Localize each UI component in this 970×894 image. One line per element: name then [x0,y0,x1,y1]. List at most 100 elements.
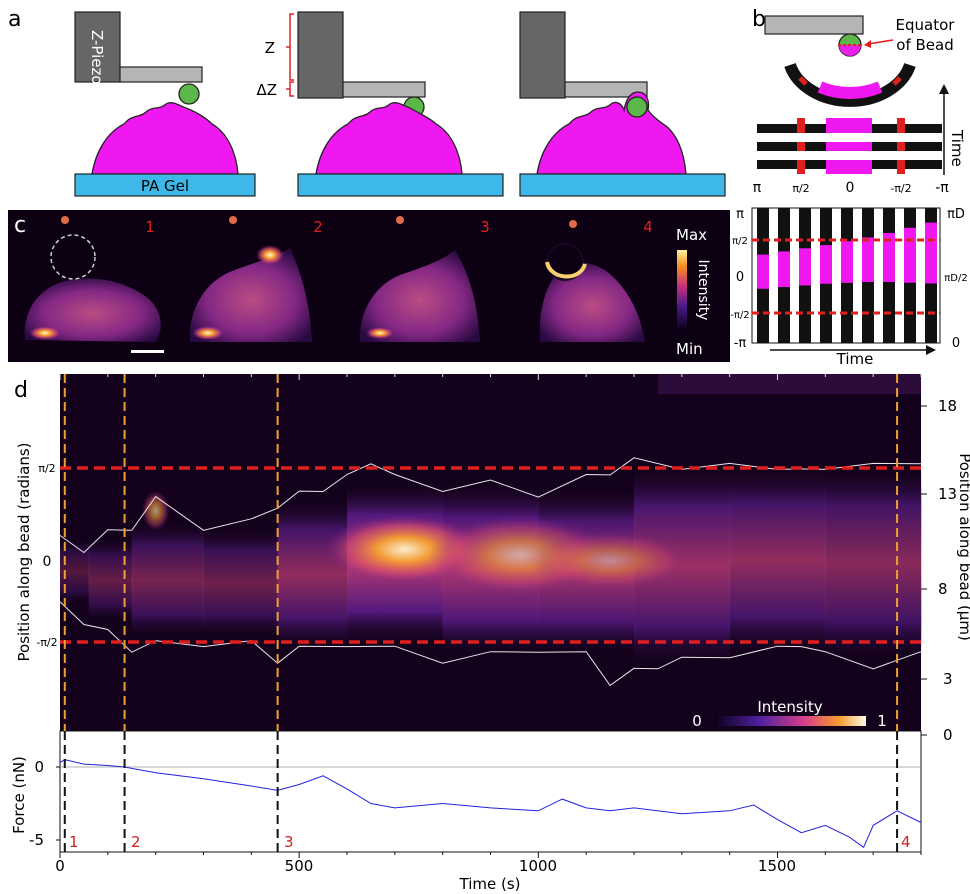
force-plot [59,730,922,853]
kymo-tick: πD [947,207,965,222]
kymo-time-arrow-head [926,345,936,355]
cell-image [539,262,645,342]
kymo-band [277,499,348,650]
frame-number: 2 [313,218,323,236]
force-axis-label: Force (nN) [10,756,28,834]
kymo-tick: -π/2 [730,310,749,321]
strip-gap [757,133,942,142]
pa-gel [297,173,504,197]
right-tick-label: 8 [938,580,948,598]
angle-ticks: π π/2 0 -π/2 -π [753,180,950,196]
event-label: 1 [69,833,79,851]
event-labels: 1 2 3 4 [69,833,911,851]
cell-image [24,278,161,342]
schematic-kymograph: π π/2 0 -π/2 -π πD πD/2 0 Time [730,207,967,368]
cell [315,102,463,175]
afm-scene-2: Z ΔZ [256,11,504,197]
kymo-tick: π [736,207,744,222]
pa-gel [74,173,256,197]
strip-stack [757,118,942,174]
strip-coating [826,118,872,174]
strip-coating [817,81,883,99]
angle-tick: 0 [846,180,855,196]
hot-region [141,490,170,531]
bead-spot [229,216,237,224]
kymo-column-coating [841,241,853,283]
x-tick-label: 1000 [519,857,557,875]
afm-scene-3 [519,11,726,197]
colorbar-max: Max [676,226,707,244]
kymo-tick: πD/2 [944,273,967,284]
strip-marker-right [892,76,902,86]
micrograph-frames: 1 2 3 4 [24,216,653,342]
kymo-column-coating [778,251,790,288]
dz-label: ΔZ [256,81,277,99]
frame-number: 3 [480,218,490,236]
x-tick-label: 0 [55,857,65,875]
event-lines [63,374,899,852]
right-axis-ticks [921,405,927,736]
kymo-band [825,466,922,661]
angle-tick: -π/2 [890,182,911,195]
z-bracket [286,13,294,81]
cantilever [119,66,203,83]
kymo-tick: π/2 [38,462,55,475]
colorbar-min: Min [676,340,703,358]
force-tick: -5 [29,831,44,849]
x-axis-label: Time (s) [459,875,521,893]
bead-outline [50,234,96,280]
x-axis-ticks [59,374,922,858]
cell-image [189,248,312,342]
right-tick-label: 18 [938,397,957,415]
bead-spot [61,216,69,224]
z-piezo-block [297,11,344,99]
panel-b: b Equator of Bead Time π π [730,7,967,368]
hot-edge [29,326,61,340]
equator-label-2: of Bead [896,36,953,54]
equator-label-1: Equator [896,16,956,34]
kymo-band [729,466,826,655]
x-tick-label: 1500 [758,857,796,875]
panel-a: a Z-Piezo PA Gel Z ΔZ [8,7,726,197]
cantilever [342,81,426,98]
panel-d-label: d [14,378,28,403]
cantilever [764,15,864,35]
event-label: 3 [284,833,294,851]
bead [626,96,648,118]
strip-marker-left [798,76,808,86]
time-arrow-head [939,84,949,94]
force-tick: 0 [34,758,44,776]
pa-gel [519,173,726,197]
force-trace [59,759,922,849]
kymo-colorbar [714,716,866,726]
colorbar-title: Intensity [695,260,711,321]
left-axis-label: Position along bead (radians) [15,442,33,661]
afm-scene-1: Z-Piezo PA Gel [74,11,256,197]
right-tick-label: 0 [943,726,953,744]
panel-a-label: a [8,7,21,32]
kymo-tick: 0 [736,270,744,285]
cantilever [564,81,648,98]
event-label: 4 [901,833,911,851]
kymo-colorbar-max: 1 [877,712,887,730]
equator-arrow [867,39,894,45]
hot-edge [256,245,284,265]
scale-bar [131,350,164,353]
right-tick-label: 3 [943,670,953,688]
angle-tick: π/2 [792,182,809,195]
dz-bracket [286,81,294,97]
colorbar-c [677,250,687,330]
panel-b-label: b [752,7,766,32]
kymo-band [88,538,133,622]
kymo-column-coating [904,227,916,283]
time-axis-label: Time [948,129,966,167]
z-piezo-block [74,11,121,83]
strip-marker [897,118,905,174]
kymo-tick: -π [734,336,747,351]
right-tick-label: 13 [938,485,957,503]
upper-boundary-trace [59,457,922,554]
right-axis-label: Position along bead (µm) [956,453,970,641]
kymo-column-coating [820,245,832,284]
hot-edge [192,326,224,340]
